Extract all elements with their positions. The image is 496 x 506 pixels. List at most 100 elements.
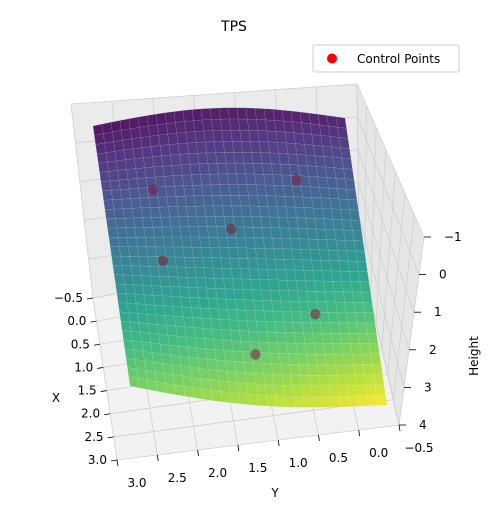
surface-patch (193, 327, 205, 339)
surface-patch (227, 173, 239, 185)
surface-patch (221, 267, 233, 280)
surface-patch (176, 335, 188, 348)
surface-patch (144, 166, 156, 179)
surface-patch (152, 295, 164, 306)
surface-patch (234, 162, 246, 175)
surface-patch (178, 345, 190, 358)
surface-patch (232, 350, 244, 363)
surface-patch (332, 343, 344, 355)
surface-patch (279, 227, 291, 239)
y-tick-mark (156, 454, 159, 462)
surface-patch (277, 142, 289, 155)
surface-patch (254, 173, 266, 186)
y-tick-mark (398, 424, 401, 432)
surface-patch (210, 318, 222, 330)
surface-patch (288, 290, 300, 302)
surface-patch (264, 384, 276, 397)
x-tick-mark (90, 320, 97, 323)
surface-patch (146, 113, 158, 127)
surface-patch (185, 336, 197, 349)
surface-patch (307, 165, 319, 178)
surface-patch (365, 322, 377, 334)
surface-patch (116, 292, 128, 304)
surface-patch (339, 332, 351, 344)
surface-patch (162, 363, 174, 375)
surface-patch (344, 178, 356, 191)
surface-patch (284, 196, 296, 208)
surface-patch (194, 267, 206, 279)
surface-patch (334, 229, 346, 241)
surface-patch (159, 276, 171, 287)
surface-patch (344, 240, 356, 252)
surface-patch (189, 297, 201, 309)
surface-patch (218, 247, 230, 259)
surface-patch (290, 374, 302, 387)
side-grid-z (357, 182, 410, 350)
x-tick-label: −0.5 (54, 291, 83, 305)
surface-patch (139, 125, 150, 138)
surface-patch (261, 362, 273, 375)
surface-patch (216, 226, 228, 238)
surface-patch (317, 239, 329, 251)
surface-patch (208, 369, 220, 381)
surface-patch (297, 290, 309, 302)
surface-patch (142, 351, 154, 363)
surface-patch (346, 188, 358, 201)
surface-patch (279, 163, 291, 176)
surface-patch (357, 333, 370, 344)
surface-patch (328, 385, 340, 397)
surface-patch (133, 284, 145, 296)
surface-patch (350, 343, 362, 355)
surface-patch (250, 141, 261, 153)
y-tick-mark (358, 429, 361, 437)
surface-patch (161, 154, 173, 167)
surface-patch (197, 226, 209, 238)
surface-patch (341, 343, 353, 355)
surface-patch (275, 331, 287, 344)
surface-patch (171, 164, 183, 177)
surface-patch (304, 343, 316, 355)
surface-patch (295, 280, 307, 292)
surface-patch (227, 381, 239, 394)
surface-patch (136, 303, 148, 315)
surface-patch (245, 173, 257, 186)
surface-patch (263, 174, 275, 186)
y-tick-label: 0.0 (369, 446, 388, 460)
surface-patch (290, 238, 302, 250)
surface-patch (244, 299, 256, 311)
surface-patch (305, 154, 317, 167)
x-axis-label: X (52, 391, 60, 405)
surface-patch (277, 342, 289, 354)
surface-patch (294, 206, 306, 219)
surface-patch (178, 216, 190, 228)
surface-patch (183, 185, 195, 197)
surface-patch (147, 323, 159, 335)
control-point (291, 174, 302, 186)
surface-patch (128, 312, 140, 324)
floor-grid-x (116, 424, 400, 461)
surface-patch (259, 141, 271, 154)
surface-patch (298, 164, 310, 177)
surface-patch (155, 314, 167, 326)
surface-patch (285, 269, 297, 281)
surface-patch (273, 248, 285, 260)
surface-patch (254, 310, 266, 322)
surface-patch (287, 353, 299, 365)
surface-patch (246, 184, 258, 196)
surface-patch (259, 279, 271, 291)
surface-patch (132, 147, 144, 159)
surface-patch (176, 266, 188, 278)
surface-patch (215, 359, 228, 372)
surface-patch (353, 302, 365, 313)
surface-patch (125, 227, 137, 238)
surface-patch (317, 176, 329, 189)
surface-patch (152, 226, 164, 238)
surface-patch (162, 165, 174, 177)
surface-patch (283, 120, 295, 134)
surface-patch (289, 363, 301, 376)
surface-patch (121, 330, 133, 341)
control-points (148, 174, 321, 360)
surface-patch (197, 357, 209, 370)
surface-patch (163, 236, 175, 248)
surface-patch (209, 107, 221, 120)
